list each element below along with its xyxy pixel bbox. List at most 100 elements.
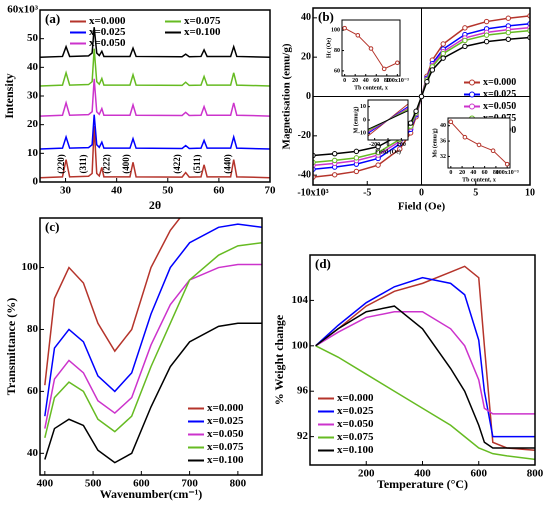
x-tick-label: 100x10⁻³	[386, 78, 409, 84]
plot-area	[342, 25, 400, 72]
legend-label: x=0.000	[207, 402, 244, 414]
panel-label: (d)	[315, 256, 331, 271]
peak-label: (440)	[223, 154, 233, 174]
x-tick-label: 600	[133, 477, 150, 489]
series-line	[315, 305, 535, 449]
y-axis-label: Transmittance (%)	[4, 298, 18, 395]
x-axis-label: Tb content, x	[354, 85, 388, 91]
y-tick-label: 100	[22, 261, 39, 273]
x-axis-label: Temperature (°C)	[377, 477, 468, 491]
x-tick-label: 40	[363, 78, 369, 84]
x-tick-label: 20	[352, 78, 358, 84]
data-point	[462, 37, 468, 44]
legend-label: x=0.075	[207, 441, 244, 453]
data-point	[375, 149, 381, 156]
y-tick-label: 104	[292, 294, 309, 306]
y-axis-label: Hc (Oe)	[325, 38, 332, 58]
peak-label: (220)	[56, 154, 66, 174]
data-point	[353, 168, 360, 175]
y-tick-label: 40	[27, 447, 39, 459]
legend-label: x=0.000	[483, 77, 516, 88]
y-tick-label: 96	[297, 385, 309, 397]
x-axis-label: Tb content, x	[462, 177, 496, 183]
peak-label: (400)	[121, 154, 131, 174]
legend-label: x=0.050	[337, 418, 374, 430]
data-point	[476, 142, 482, 148]
series-line	[40, 48, 270, 87]
y-axis-label: M (emu/g)	[352, 107, 359, 134]
data-point	[462, 134, 468, 140]
series-line	[315, 265, 535, 451]
panel: 200 400 600 800 92 96 100 104 (d) Temperature (°C…	[272, 254, 544, 491]
y-tick-label: 0	[33, 176, 39, 188]
peak-label: (311)	[78, 154, 88, 173]
series-line	[315, 276, 535, 438]
panel: 30 40 50 60 70 0 10 20 30 40 50 60x10³ (220) (311) (22…	[2, 4, 276, 212]
data-point	[504, 161, 510, 167]
data-point	[462, 43, 468, 50]
x-tick-label: 800	[527, 467, 544, 479]
peak-label: (422)	[172, 154, 182, 174]
series-line	[44, 263, 262, 429]
data-point	[375, 143, 381, 150]
data-point	[440, 41, 446, 47]
panel-label: (c)	[45, 219, 59, 234]
legend-marker	[469, 79, 475, 86]
x-tick-label: 5	[473, 187, 478, 198]
frame	[367, 99, 409, 141]
data-point	[381, 66, 387, 72]
data-point	[483, 18, 490, 25]
y-tick-label: 20	[27, 118, 39, 130]
x-tick-label: 80	[384, 78, 390, 84]
x-tick-label: 200	[397, 142, 406, 148]
data-point	[440, 50, 446, 57]
y-axis-label: Intensity	[2, 73, 16, 118]
legend-label: x=0.000	[337, 392, 374, 404]
plot-area	[40, 27, 270, 179]
x-tick-label: 700	[181, 477, 198, 489]
y-tick-label: -20	[298, 130, 311, 141]
plot-area	[315, 265, 535, 461]
y-tick-label: 100	[331, 28, 340, 34]
legend-label: x=0.050	[483, 101, 516, 112]
data-point	[424, 79, 430, 85]
data-point	[342, 25, 347, 31]
x-axis-label: 2θ	[149, 198, 161, 212]
x-tick-label: -10x10³	[297, 187, 328, 198]
x-tick-label: 0	[449, 170, 452, 176]
x-tick-label: 0	[387, 142, 390, 148]
y-tick-label: 40	[27, 61, 39, 73]
legend-label: x=0.025	[207, 415, 244, 427]
y-tick-label: 60x10³	[7, 4, 39, 16]
plot-area	[313, 13, 530, 180]
data-point	[355, 32, 361, 38]
data-point	[332, 151, 338, 157]
x-tick-label: -200	[369, 142, 380, 148]
y-axis-label: Magnetisation (emu/g)	[281, 43, 293, 149]
x-axis-label: Field (Oe)	[398, 201, 446, 213]
frame	[309, 254, 536, 466]
x-tick-label: 600	[471, 467, 488, 479]
x-tick-label: 400	[37, 477, 54, 489]
legend-label: x=0.100	[337, 444, 374, 456]
x-tick-label: 800	[230, 477, 247, 489]
data-point	[505, 15, 511, 21]
series-line	[40, 27, 270, 59]
legend-label: x=0.025	[89, 26, 126, 38]
frame	[39, 217, 263, 476]
data-point	[368, 46, 374, 51]
plot-area	[44, 218, 262, 464]
plot-area	[368, 103, 408, 137]
data-point	[353, 148, 360, 155]
x-tick-label: 10	[525, 187, 535, 198]
peak-label: (222)	[102, 154, 112, 174]
series-line	[44, 322, 262, 464]
frame	[447, 117, 511, 169]
data-point	[418, 93, 425, 100]
data-point	[483, 32, 490, 38]
x-tick-label: 60	[373, 78, 379, 84]
